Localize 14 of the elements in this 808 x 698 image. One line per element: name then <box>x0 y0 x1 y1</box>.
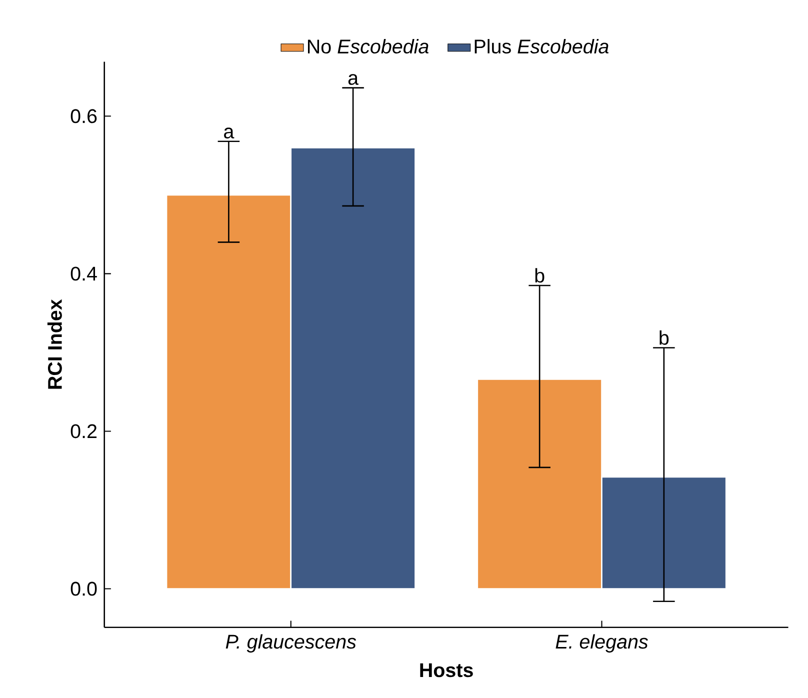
annotation: b <box>535 268 544 282</box>
annotation: a <box>224 127 234 138</box>
legend-label: No Escobedia <box>308 38 429 54</box>
y-tick-label: 0.4 <box>70 266 97 280</box>
x-tick-label: E. elegans <box>556 634 648 652</box>
annotation: a <box>348 74 359 85</box>
y-tick-label: 0.2 <box>70 424 97 438</box>
y-tick-label: 0.6 <box>70 108 97 123</box>
x-axis-title: Hosts <box>420 663 473 677</box>
y-axis-title: RCI Index <box>47 299 62 389</box>
x-tick-label: P. glaucescens <box>226 634 356 652</box>
legend-label: Plus Escobedia <box>474 38 609 54</box>
annotation: b <box>660 330 669 345</box>
y-tick-label: 0.0 <box>70 582 97 596</box>
